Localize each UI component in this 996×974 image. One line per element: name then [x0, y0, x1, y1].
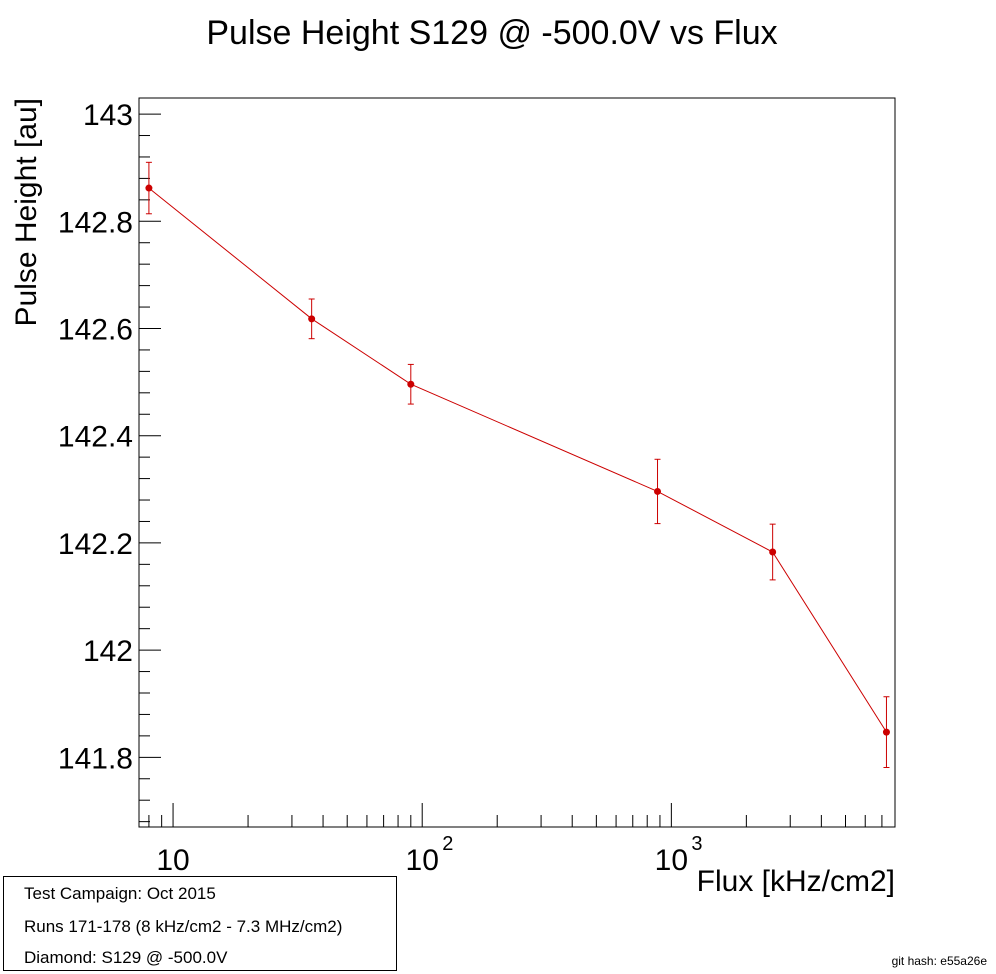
data-series	[145, 161, 890, 769]
test-campaign-label: Test Campaign: Oct 2015	[24, 884, 216, 903]
x-axis-title: Flux [kHz/cm2]	[697, 865, 895, 898]
info-box: Test Campaign: Oct 2015 Runs 171-178 (8 …	[3, 876, 397, 971]
x-tick-exponent: 3	[691, 833, 702, 855]
data-point	[654, 487, 662, 495]
y-tick-label: 141.8	[58, 742, 133, 775]
x-tick-exponent: 2	[442, 833, 453, 855]
y-tick-label: 142.8	[58, 206, 133, 239]
series-line	[148, 187, 887, 733]
x-tick-label: 10	[655, 844, 688, 877]
x-tick-label: 10	[156, 844, 189, 877]
y-axis: 141.8 142 142.2 142.4 142.6 142.8 143	[58, 99, 161, 823]
plot-frame	[138, 97, 896, 828]
y-tick-label: 142	[83, 635, 133, 668]
data-point	[145, 184, 153, 192]
chart-title: Pulse Height S129 @ -500.0V vs Flux	[206, 14, 777, 52]
data-point	[308, 315, 316, 323]
x-tick-label: 10	[406, 844, 439, 877]
y-tick-label: 143	[83, 99, 133, 132]
diamond-label: Diamond: S129 @ -500.0V	[24, 948, 228, 967]
y-tick-label: 142.6	[58, 313, 133, 346]
git-hash-label: git hash: e55a26e	[891, 954, 987, 968]
x-axis: 10 10 2 10 3	[148, 803, 883, 877]
data-point	[882, 728, 890, 736]
runs-label: Runs 171-178 (8 kHz/cm2 - 7.3 MHz/cm2)	[24, 917, 343, 936]
y-tick-label: 142.2	[58, 528, 133, 561]
y-tick-label: 142.4	[58, 421, 133, 454]
data-point	[407, 380, 415, 388]
data-point	[769, 548, 777, 556]
y-axis-title: Pulse Height [au]	[10, 98, 43, 326]
